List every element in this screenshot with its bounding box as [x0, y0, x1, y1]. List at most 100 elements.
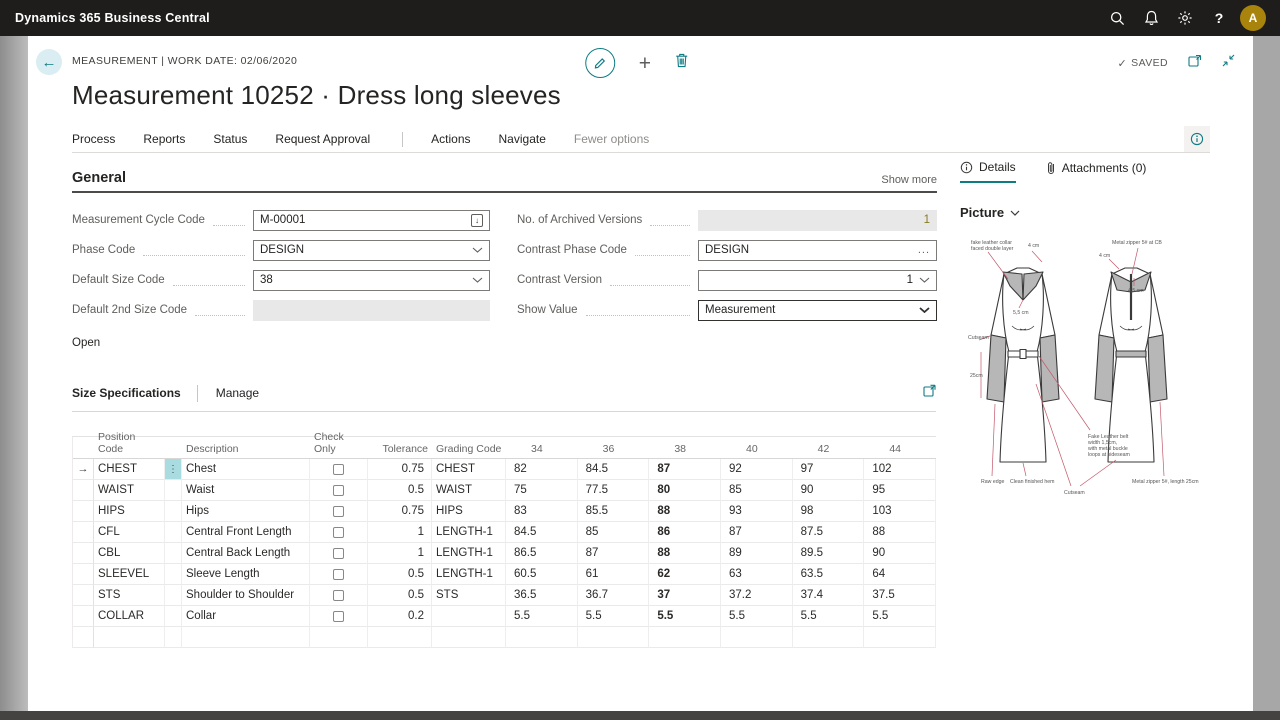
check-only-checkbox[interactable] [333, 547, 344, 559]
cell-size-40[interactable]: 87 [720, 522, 793, 543]
cell-check-only[interactable] [310, 564, 368, 585]
cell-position-code[interactable]: COLLAR [94, 606, 165, 627]
row-selector[interactable] [73, 585, 94, 606]
breadcrumb[interactable]: MEASUREMENT | WORK DATE: 02/06/2020 [72, 55, 298, 67]
cell-position-code[interactable]: SLEEVEL [94, 564, 165, 585]
ribbon-info-icon[interactable] [1184, 126, 1210, 152]
cell-size-36[interactable]: 36.7 [577, 585, 650, 606]
check-only-checkbox[interactable] [333, 526, 344, 538]
cell-size-36[interactable]: 5.5 [577, 606, 650, 627]
search-icon[interactable] [1100, 0, 1134, 36]
row-selector[interactable] [73, 501, 94, 522]
picture-dress-technical-drawing[interactable]: fake leather collar faced double layer 4… [968, 234, 1203, 509]
cell-grading-code[interactable]: WAIST [432, 480, 506, 501]
field-input-measurement-cycle-code[interactable]: M-00001 ↓ [253, 209, 490, 231]
cell-position-code[interactable]: CFL [94, 522, 165, 543]
cell-size-36[interactable]: 61 [577, 564, 650, 585]
cell-check-only[interactable] [310, 543, 368, 564]
row-selector[interactable] [73, 627, 94, 648]
cell-check-only[interactable] [310, 606, 368, 627]
tab-attachments[interactable]: Attachments (0) [1046, 160, 1146, 183]
cell-size-38[interactable]: 86 [649, 522, 721, 543]
open-in-window-icon[interactable] [1188, 54, 1202, 72]
row-selector[interactable] [73, 543, 94, 564]
cell-size-44[interactable]: 90 [864, 543, 936, 564]
check-only-checkbox[interactable] [333, 610, 344, 622]
notifications-bell-icon[interactable] [1134, 0, 1168, 36]
cell-position-code[interactable]: WAIST [94, 480, 165, 501]
column-header-44[interactable]: 44 [864, 437, 936, 459]
cell-grading-code[interactable]: LENGTH-1 [432, 543, 506, 564]
cell-size-44[interactable]: 37.5 [864, 585, 936, 606]
cell-size-42[interactable]: 37.4 [792, 585, 865, 606]
cell-tolerance[interactable]: 0.2 [368, 606, 432, 627]
cell-size-42[interactable]: 90 [792, 480, 865, 501]
field-input-contrast-version[interactable]: 1 [698, 269, 937, 291]
cell-grading-code[interactable]: LENGTH-1 [432, 522, 506, 543]
cell-position-code[interactable]: CHEST [94, 459, 165, 480]
cell-size-42[interactable] [792, 627, 865, 648]
cell-size-34[interactable]: 60.5 [506, 564, 578, 585]
cell-position-code[interactable] [94, 627, 165, 648]
cell-size-44[interactable]: 103 [864, 501, 936, 522]
back-button[interactable]: ← [36, 49, 62, 75]
cell-position-code[interactable]: STS [94, 585, 165, 606]
field-input-phase-code[interactable]: DESIGN [253, 239, 490, 261]
field-input-default-size-code[interactable]: 38 [253, 269, 490, 291]
tab-details[interactable]: Details [960, 160, 1016, 183]
cell-size-40[interactable] [720, 627, 793, 648]
ribbon-item-request-approval[interactable]: Request Approval [275, 132, 371, 146]
cell-tolerance[interactable]: 1 [368, 522, 432, 543]
cell-tolerance[interactable]: 0.5 [368, 585, 432, 606]
cell-description[interactable]: Shoulder to Shoulder [182, 585, 310, 606]
cell-description[interactable]: Central Front Length [182, 522, 310, 543]
column-header-34[interactable]: 34 [506, 437, 578, 459]
cell-size-38[interactable]: 88 [649, 543, 721, 564]
cell-size-42[interactable]: 63.5 [792, 564, 865, 585]
cell-description[interactable]: Sleeve Length [182, 564, 310, 585]
cell-size-36[interactable]: 85.5 [577, 501, 650, 522]
cell-tolerance[interactable]: 1 [368, 543, 432, 564]
cell-description[interactable]: Collar [182, 606, 310, 627]
cell-size-40[interactable]: 63 [720, 564, 793, 585]
edit-pencil-button[interactable] [584, 48, 615, 78]
cell-size-34[interactable]: 86.5 [506, 543, 578, 564]
column-header-40[interactable]: 40 [720, 437, 793, 459]
check-only-checkbox[interactable] [333, 505, 344, 517]
row-selector[interactable] [73, 522, 94, 543]
cell-size-34[interactable]: 36.5 [506, 585, 578, 606]
row-options-menu-icon[interactable]: ⋮ [165, 459, 181, 479]
cell-size-40[interactable]: 5.5 [720, 606, 793, 627]
cell-size-42[interactable]: 87.5 [792, 522, 865, 543]
chevron-down-icon[interactable] [472, 247, 483, 253]
cell-size-36[interactable]: 85 [577, 522, 650, 543]
cell-size-38[interactable]: 87 [649, 459, 721, 480]
cell-size-38[interactable]: 5.5 [649, 606, 721, 627]
column-header-38[interactable]: 38 [649, 437, 721, 459]
cell-size-36[interactable] [577, 627, 650, 648]
cell-check-only[interactable] [310, 459, 368, 480]
cell-size-34[interactable]: 83 [506, 501, 578, 522]
ribbon-item-actions[interactable]: Actions [431, 132, 471, 146]
cell-tolerance[interactable]: 0.75 [368, 501, 432, 522]
cell-grading-code[interactable]: STS [432, 585, 506, 606]
field-input-no-of-archived-versions[interactable]: 1 [698, 209, 937, 231]
cell-size-38[interactable]: 37 [649, 585, 721, 606]
column-header-42[interactable]: 42 [792, 437, 865, 459]
check-only-checkbox[interactable] [333, 463, 344, 475]
expand-grid-icon[interactable] [923, 384, 936, 402]
cell-size-38[interactable]: 80 [649, 480, 721, 501]
cell-size-44[interactable] [864, 627, 936, 648]
cell-check-only[interactable] [310, 501, 368, 522]
cell-check-only[interactable] [310, 522, 368, 543]
picture-section-toggle[interactable]: Picture [960, 205, 1252, 220]
cell-size-36[interactable]: 77.5 [577, 480, 650, 501]
cell-size-34[interactable] [506, 627, 578, 648]
chevron-down-icon[interactable] [919, 277, 930, 283]
cell-check-only[interactable] [310, 585, 368, 606]
cell-description[interactable]: Chest [182, 459, 310, 480]
cell-size-40[interactable]: 93 [720, 501, 793, 522]
column-header-tolerance[interactable]: Tolerance [368, 437, 432, 459]
cell-tolerance[interactable]: 0.75 [368, 459, 432, 480]
cell-grading-code[interactable]: HIPS [432, 501, 506, 522]
